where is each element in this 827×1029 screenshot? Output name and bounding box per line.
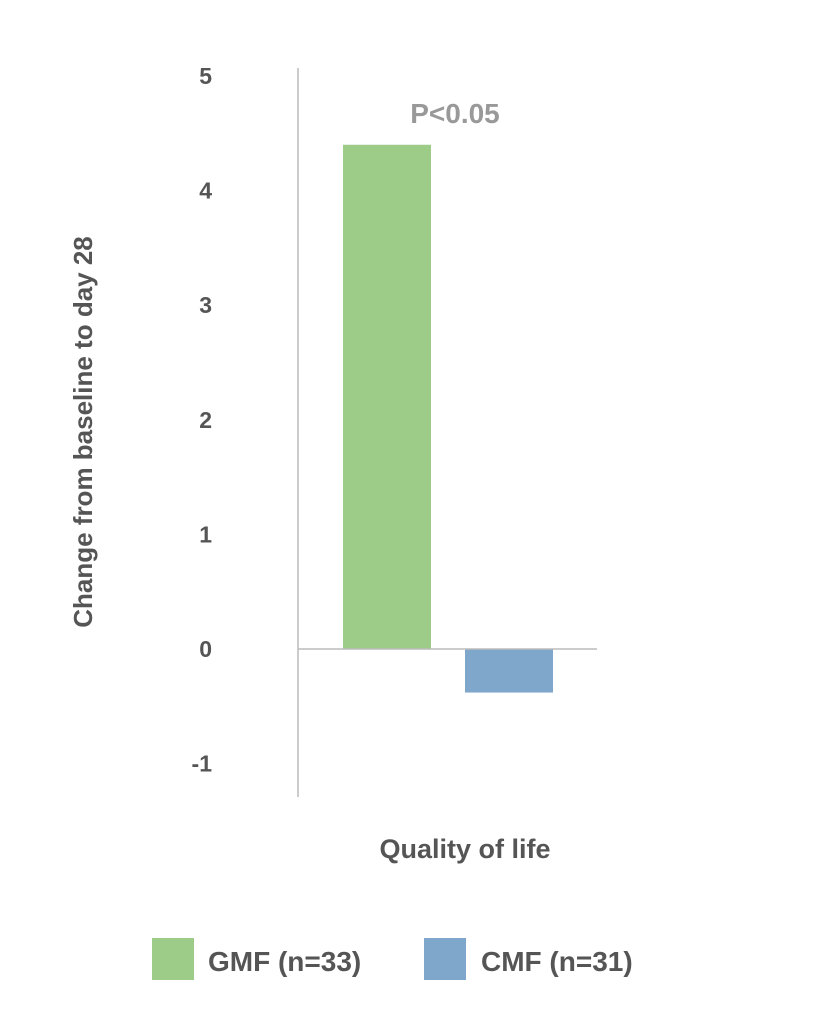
legend-label: CMF (n=31) [481,946,633,977]
legend-swatch [424,938,466,980]
y-axis-label: Change from baseline to day 28 [68,236,98,628]
bars [343,144,553,693]
bar-gmf [343,144,431,649]
y-tick-label: 4 [199,178,212,204]
y-tick-label: 5 [199,63,212,89]
y-tick-label: 1 [199,521,212,547]
y-tick-label: -1 [192,751,213,777]
y-tick-label: 3 [199,292,212,318]
legend: GMF (n=33) CMF (n=31) [152,938,633,980]
y-tick-label: 0 [199,636,212,662]
legend-label: GMF (n=33) [208,946,361,977]
y-axis-ticks: 5 4 3 2 1 0 -1 [192,63,213,777]
legend-swatch [152,938,194,980]
y-tick-label: 2 [199,407,212,433]
significance-annotation: P<0.05 [410,98,500,129]
x-axis-label: Quality of life [379,834,550,864]
bar-cmf [465,649,553,693]
